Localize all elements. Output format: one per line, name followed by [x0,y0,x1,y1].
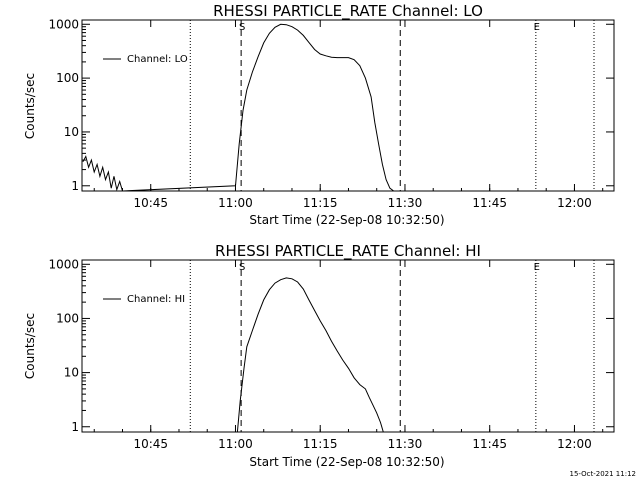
legend-label: Channel: HI [127,294,185,305]
y-tick-label: 10 [64,125,79,139]
legend-label: Channel: LO [127,54,188,65]
y-tick-label: 1000 [48,17,79,31]
y-tick-label: 1 [71,179,79,193]
event-marker-label: E [534,22,540,33]
plot-frame [81,19,615,192]
x-tick-label: 12:00 [557,437,592,451]
series-line [82,23,394,191]
x-tick-label: 11:15 [303,437,338,451]
footer-timestamp: 15-Oct-2021 11:12 [569,470,636,478]
y-tick-label: 10 [64,366,79,380]
event-marker-label: E [534,262,540,273]
x-tick-label: 11:45 [472,196,507,210]
x-tick-label: 11:00 [218,196,253,210]
y-tick-label: 1 [71,420,79,434]
chart-title: RHESSI PARTICLE_RATE Channel: HI [215,242,481,261]
x-tick-label: 12:00 [557,196,592,210]
x-axis-label: Start Time (22-Sep-08 10:32:50) [249,455,444,469]
chart-panel-hi: RHESSI PARTICLE_RATE Channel: HI Start T… [23,242,615,469]
x-tick-label: 11:45 [472,437,507,451]
event-marker-label: S [239,262,245,273]
y-tick-label: 100 [56,71,79,85]
chart-panel-lo: RHESSI PARTICLE_RATE Channel: LO Start T… [23,2,615,227]
event-marker-label: S [239,22,245,33]
x-axis-label: Start Time (22-Sep-08 10:32:50) [249,213,444,227]
x-tick-label: 10:45 [133,437,168,451]
x-tick-label: 11:00 [218,437,253,451]
y-axis-label: Counts/sec [23,73,37,139]
x-tick-label: 11:30 [388,196,423,210]
y-tick-label: 100 [56,311,79,325]
chart-title: RHESSI PARTICLE_RATE Channel: LO [213,2,483,21]
plot-frame [81,259,615,433]
y-axis-label: Counts/sec [23,313,37,379]
x-tick-label: 11:30 [388,437,423,451]
x-tick-label: 11:15 [303,196,338,210]
y-tick-label: 1000 [48,257,79,271]
series-line [236,277,384,432]
x-tick-label: 10:45 [133,196,168,210]
